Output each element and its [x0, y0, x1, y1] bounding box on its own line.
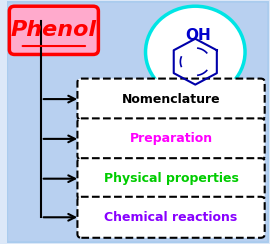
- FancyBboxPatch shape: [77, 197, 265, 238]
- Text: Physical properties: Physical properties: [104, 172, 238, 185]
- Circle shape: [146, 6, 245, 98]
- FancyBboxPatch shape: [77, 118, 265, 159]
- Text: Nomenclature: Nomenclature: [122, 92, 220, 106]
- FancyBboxPatch shape: [7, 1, 269, 243]
- Text: OH: OH: [185, 28, 211, 43]
- Text: Chemical reactions: Chemical reactions: [104, 211, 238, 224]
- Text: Phenol: Phenol: [11, 20, 97, 40]
- FancyBboxPatch shape: [77, 158, 265, 199]
- FancyBboxPatch shape: [9, 6, 98, 54]
- FancyBboxPatch shape: [77, 79, 265, 120]
- Text: Preparation: Preparation: [130, 132, 212, 145]
